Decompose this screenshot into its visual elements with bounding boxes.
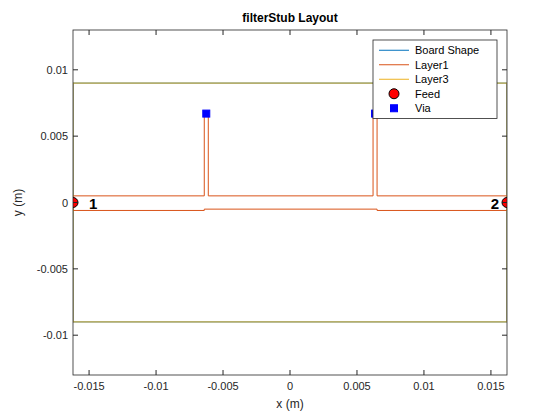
tick-label: -0.005 bbox=[207, 380, 238, 392]
tick-mark bbox=[490, 370, 491, 375]
series-point bbox=[502, 198, 507, 208]
series-line bbox=[73, 83, 507, 322]
tick-label: -0.01 bbox=[144, 380, 169, 392]
tick-label: 0.015 bbox=[477, 380, 505, 392]
tick-mark bbox=[423, 370, 424, 375]
data-layer bbox=[73, 83, 507, 322]
legend-label: Via bbox=[415, 102, 432, 114]
tick-mark bbox=[73, 268, 78, 269]
tick-mark bbox=[502, 202, 507, 203]
tick-mark bbox=[356, 30, 357, 35]
tick-label: 0 bbox=[62, 197, 68, 209]
tick-mark bbox=[502, 335, 507, 336]
series-line bbox=[73, 112, 507, 210]
tick-mark bbox=[490, 30, 491, 35]
plot-area bbox=[73, 30, 507, 375]
tick-label: -0.005 bbox=[37, 263, 68, 275]
legend-label: Layer1 bbox=[415, 59, 449, 71]
tick-mark bbox=[73, 136, 78, 137]
chart: -0.015 -0.01 -0.005 0 0.005 0.01 0.015 -0.01 -0.… bbox=[0, 0, 560, 420]
legend-swatch bbox=[379, 79, 409, 80]
tick-label: 0 bbox=[287, 380, 293, 392]
legend-swatch bbox=[391, 105, 398, 112]
series-point bbox=[73, 198, 78, 208]
tick-mark bbox=[156, 30, 157, 35]
x-axis-label: x (m) bbox=[276, 397, 303, 411]
tick-label: 0.01 bbox=[47, 64, 68, 76]
axes-frame bbox=[73, 30, 507, 375]
series-line bbox=[73, 83, 507, 322]
background bbox=[0, 0, 560, 420]
tick-mark bbox=[423, 30, 424, 35]
tick-mark bbox=[290, 30, 291, 35]
tick-mark bbox=[89, 370, 90, 375]
legend-swatch bbox=[379, 50, 409, 51]
tick-mark bbox=[73, 69, 78, 70]
tick-mark bbox=[89, 30, 90, 35]
legend-label: Board Shape bbox=[415, 44, 479, 56]
y-axis-label: y (m) bbox=[11, 189, 25, 216]
tick-mark bbox=[73, 335, 78, 336]
tick-mark bbox=[502, 136, 507, 137]
annotation: 2 bbox=[491, 195, 499, 212]
tick-label: -0.01 bbox=[43, 329, 68, 341]
annotation: 1 bbox=[89, 195, 97, 212]
tick-mark bbox=[290, 370, 291, 375]
tick-label: 0.01 bbox=[413, 380, 434, 392]
tick-mark bbox=[223, 30, 224, 35]
legend-swatch bbox=[379, 64, 409, 65]
legend-box bbox=[373, 40, 497, 119]
tick-mark bbox=[356, 370, 357, 375]
tick-mark bbox=[223, 370, 224, 375]
legend-label: Layer3 bbox=[415, 73, 449, 85]
tick-label: -0.015 bbox=[73, 380, 104, 392]
tick-mark bbox=[156, 370, 157, 375]
legend: Board Shape Layer1 Layer3 Feed Via bbox=[373, 40, 497, 119]
tick-mark bbox=[502, 268, 507, 269]
tick-mark bbox=[502, 69, 507, 70]
chart-title: filterStub Layout bbox=[242, 11, 337, 25]
tick-label: 0.005 bbox=[343, 380, 371, 392]
tick-mark bbox=[73, 202, 78, 203]
legend-swatch bbox=[389, 89, 399, 99]
series-point bbox=[203, 110, 210, 117]
legend-label: Feed bbox=[415, 88, 440, 100]
tick-label: 0.005 bbox=[40, 130, 68, 142]
